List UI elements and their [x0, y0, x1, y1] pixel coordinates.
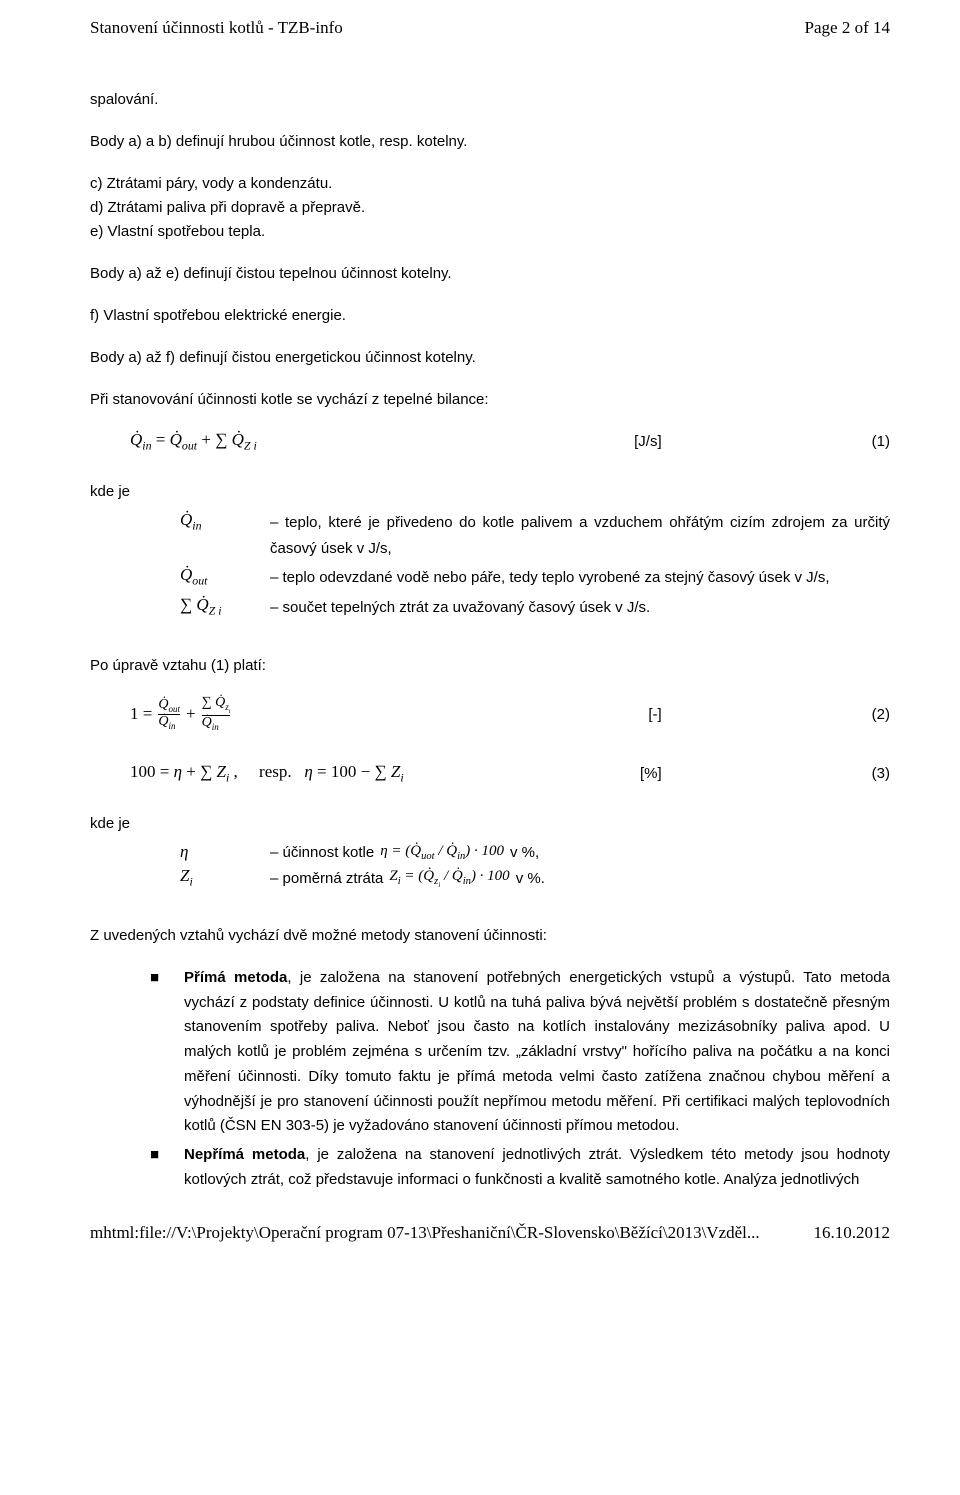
definition-text: – součet tepelných ztrát za uvažovaný ča…: [270, 595, 890, 621]
definition-symbol: Zi: [180, 866, 270, 889]
list-item-text: Nepřímá metoda, je založena na stanovení…: [184, 1143, 890, 1193]
paragraph: d) Ztrátami paliva při dopravě a přeprav…: [90, 196, 890, 220]
where-label: kde je: [90, 483, 890, 500]
equation-3-number: (3): [872, 765, 890, 782]
list-item-text: Přímá metoda, je založena na stanovení p…: [184, 966, 890, 1139]
where-label: kde je: [90, 815, 890, 832]
definition-list-2: η – účinnost kotle η = (Q̇uot / Q̇in) · …: [180, 842, 890, 889]
bullet-icon: ■: [150, 966, 184, 1139]
equation-3: 100 = η + ∑ Zi , resp. η = 100 − ∑ Zi [%…: [130, 762, 890, 785]
list-item-strong: Přímá metoda: [184, 969, 287, 986]
page-footer: mhtml:file://V:\Projekty\Operační progra…: [90, 1223, 890, 1243]
definition-symbol: Q̇in: [180, 510, 270, 561]
paragraph: Body a) a b) definují hrubou účinnost ko…: [90, 130, 890, 154]
equation-2-expr: 1 = Q̇out Q̇in + ∑ Q̇zi Q̇in: [130, 696, 230, 732]
equation-2: 1 = Q̇out Q̇in + ∑ Q̇zi Q̇in [-] (2): [130, 696, 890, 732]
equation-1-number: (1): [872, 433, 890, 450]
paragraph: Body a) až f) definují čistou energetick…: [90, 346, 890, 370]
page-header: Stanovení účinnosti kotlů - TZB-info Pag…: [90, 18, 890, 38]
paragraph: e) Vlastní spotřebou tepla.: [90, 220, 890, 244]
formula-inline: η = (Q̇uot / Q̇in) · 100: [380, 843, 504, 862]
definition-row: η – účinnost kotle η = (Q̇uot / Q̇in) · …: [180, 842, 890, 862]
definition-text: – účinnost kotle η = (Q̇uot / Q̇in) · 10…: [270, 843, 539, 862]
paragraph: c) Ztrátami páry, vody a kondenzátu.: [90, 172, 890, 196]
paragraph: Z uvedených vztahů vychází dvě možné met…: [90, 924, 890, 948]
paragraph: spalování.: [90, 88, 890, 112]
list-item-body: , je založena na stanovení potřebných en…: [184, 969, 890, 1135]
bullet-icon: ■: [150, 1143, 184, 1193]
paragraph: Při stanovování účinnosti kotle se vychá…: [90, 388, 890, 412]
equation-2-unit: [-]: [648, 706, 661, 723]
definition-symbol: ∑ Q̇Z i: [180, 595, 270, 621]
paragraph: Body a) až e) definují čistou tepelnou ú…: [90, 262, 890, 286]
list-item-strong: Nepřímá metoda: [184, 1146, 305, 1163]
definition-text-prefix: – poměrná ztráta: [270, 870, 383, 887]
definition-row: ∑ Q̇Z i – součet tepelných ztrát za uvaž…: [180, 595, 890, 621]
page-container: Stanovení účinnosti kotlů - TZB-info Pag…: [0, 0, 960, 1261]
equation-1-expr: Q̇in = Q̇out + ∑ Q̇Z i: [130, 430, 257, 453]
paragraph: Po úpravě vztahu (1) platí:: [90, 654, 890, 678]
definition-symbol: Q̇out: [180, 565, 270, 591]
definition-text-suffix: v %.: [516, 870, 545, 887]
bullet-list: ■ Přímá metoda, je založena na stanovení…: [150, 966, 890, 1193]
paragraph: f) Vlastní spotřebou elektrické energie.: [90, 304, 890, 328]
definition-text-prefix: – účinnost kotle: [270, 844, 374, 861]
equation-2-number: (2): [872, 706, 890, 723]
definition-row: Q̇in – teplo, které je přivedeno do kotl…: [180, 510, 890, 561]
list-item: ■ Přímá metoda, je založena na stanovení…: [150, 966, 890, 1139]
definition-list: Q̇in – teplo, které je přivedeno do kotl…: [180, 510, 890, 620]
footer-path: mhtml:file://V:\Projekty\Operační progra…: [90, 1223, 760, 1243]
equation-1-unit: [J/s]: [634, 433, 662, 450]
definition-text-suffix: v %,: [510, 844, 539, 861]
equation-3-unit: [%]: [640, 765, 662, 782]
footer-date: 16.10.2012: [814, 1223, 891, 1243]
definition-text: – teplo odevzdané vodě nebo páře, tedy t…: [270, 565, 890, 591]
header-title: Stanovení účinnosti kotlů - TZB-info: [90, 18, 343, 38]
equation-3-expr: 100 = η + ∑ Zi , resp. η = 100 − ∑ Zi: [130, 762, 404, 785]
definition-symbol: η: [180, 842, 270, 862]
equation-1: Q̇in = Q̇out + ∑ Q̇Z i [J/s] (1): [130, 430, 890, 453]
definition-text: – teplo, které je přivedeno do kotle pal…: [270, 510, 890, 561]
formula-inline: Zi = (Q̇zi / Q̇in) · 100: [389, 868, 509, 889]
definition-row: Q̇out – teplo odevzdané vodě nebo páře, …: [180, 565, 890, 591]
list-item: ■ Nepřímá metoda, je založena na stanove…: [150, 1143, 890, 1193]
definition-row: Zi – poměrná ztráta Zi = (Q̇zi / Q̇in) ·…: [180, 866, 890, 889]
header-pagenum: Page 2 of 14: [805, 18, 890, 38]
definition-text: – poměrná ztráta Zi = (Q̇zi / Q̇in) · 10…: [270, 868, 545, 889]
